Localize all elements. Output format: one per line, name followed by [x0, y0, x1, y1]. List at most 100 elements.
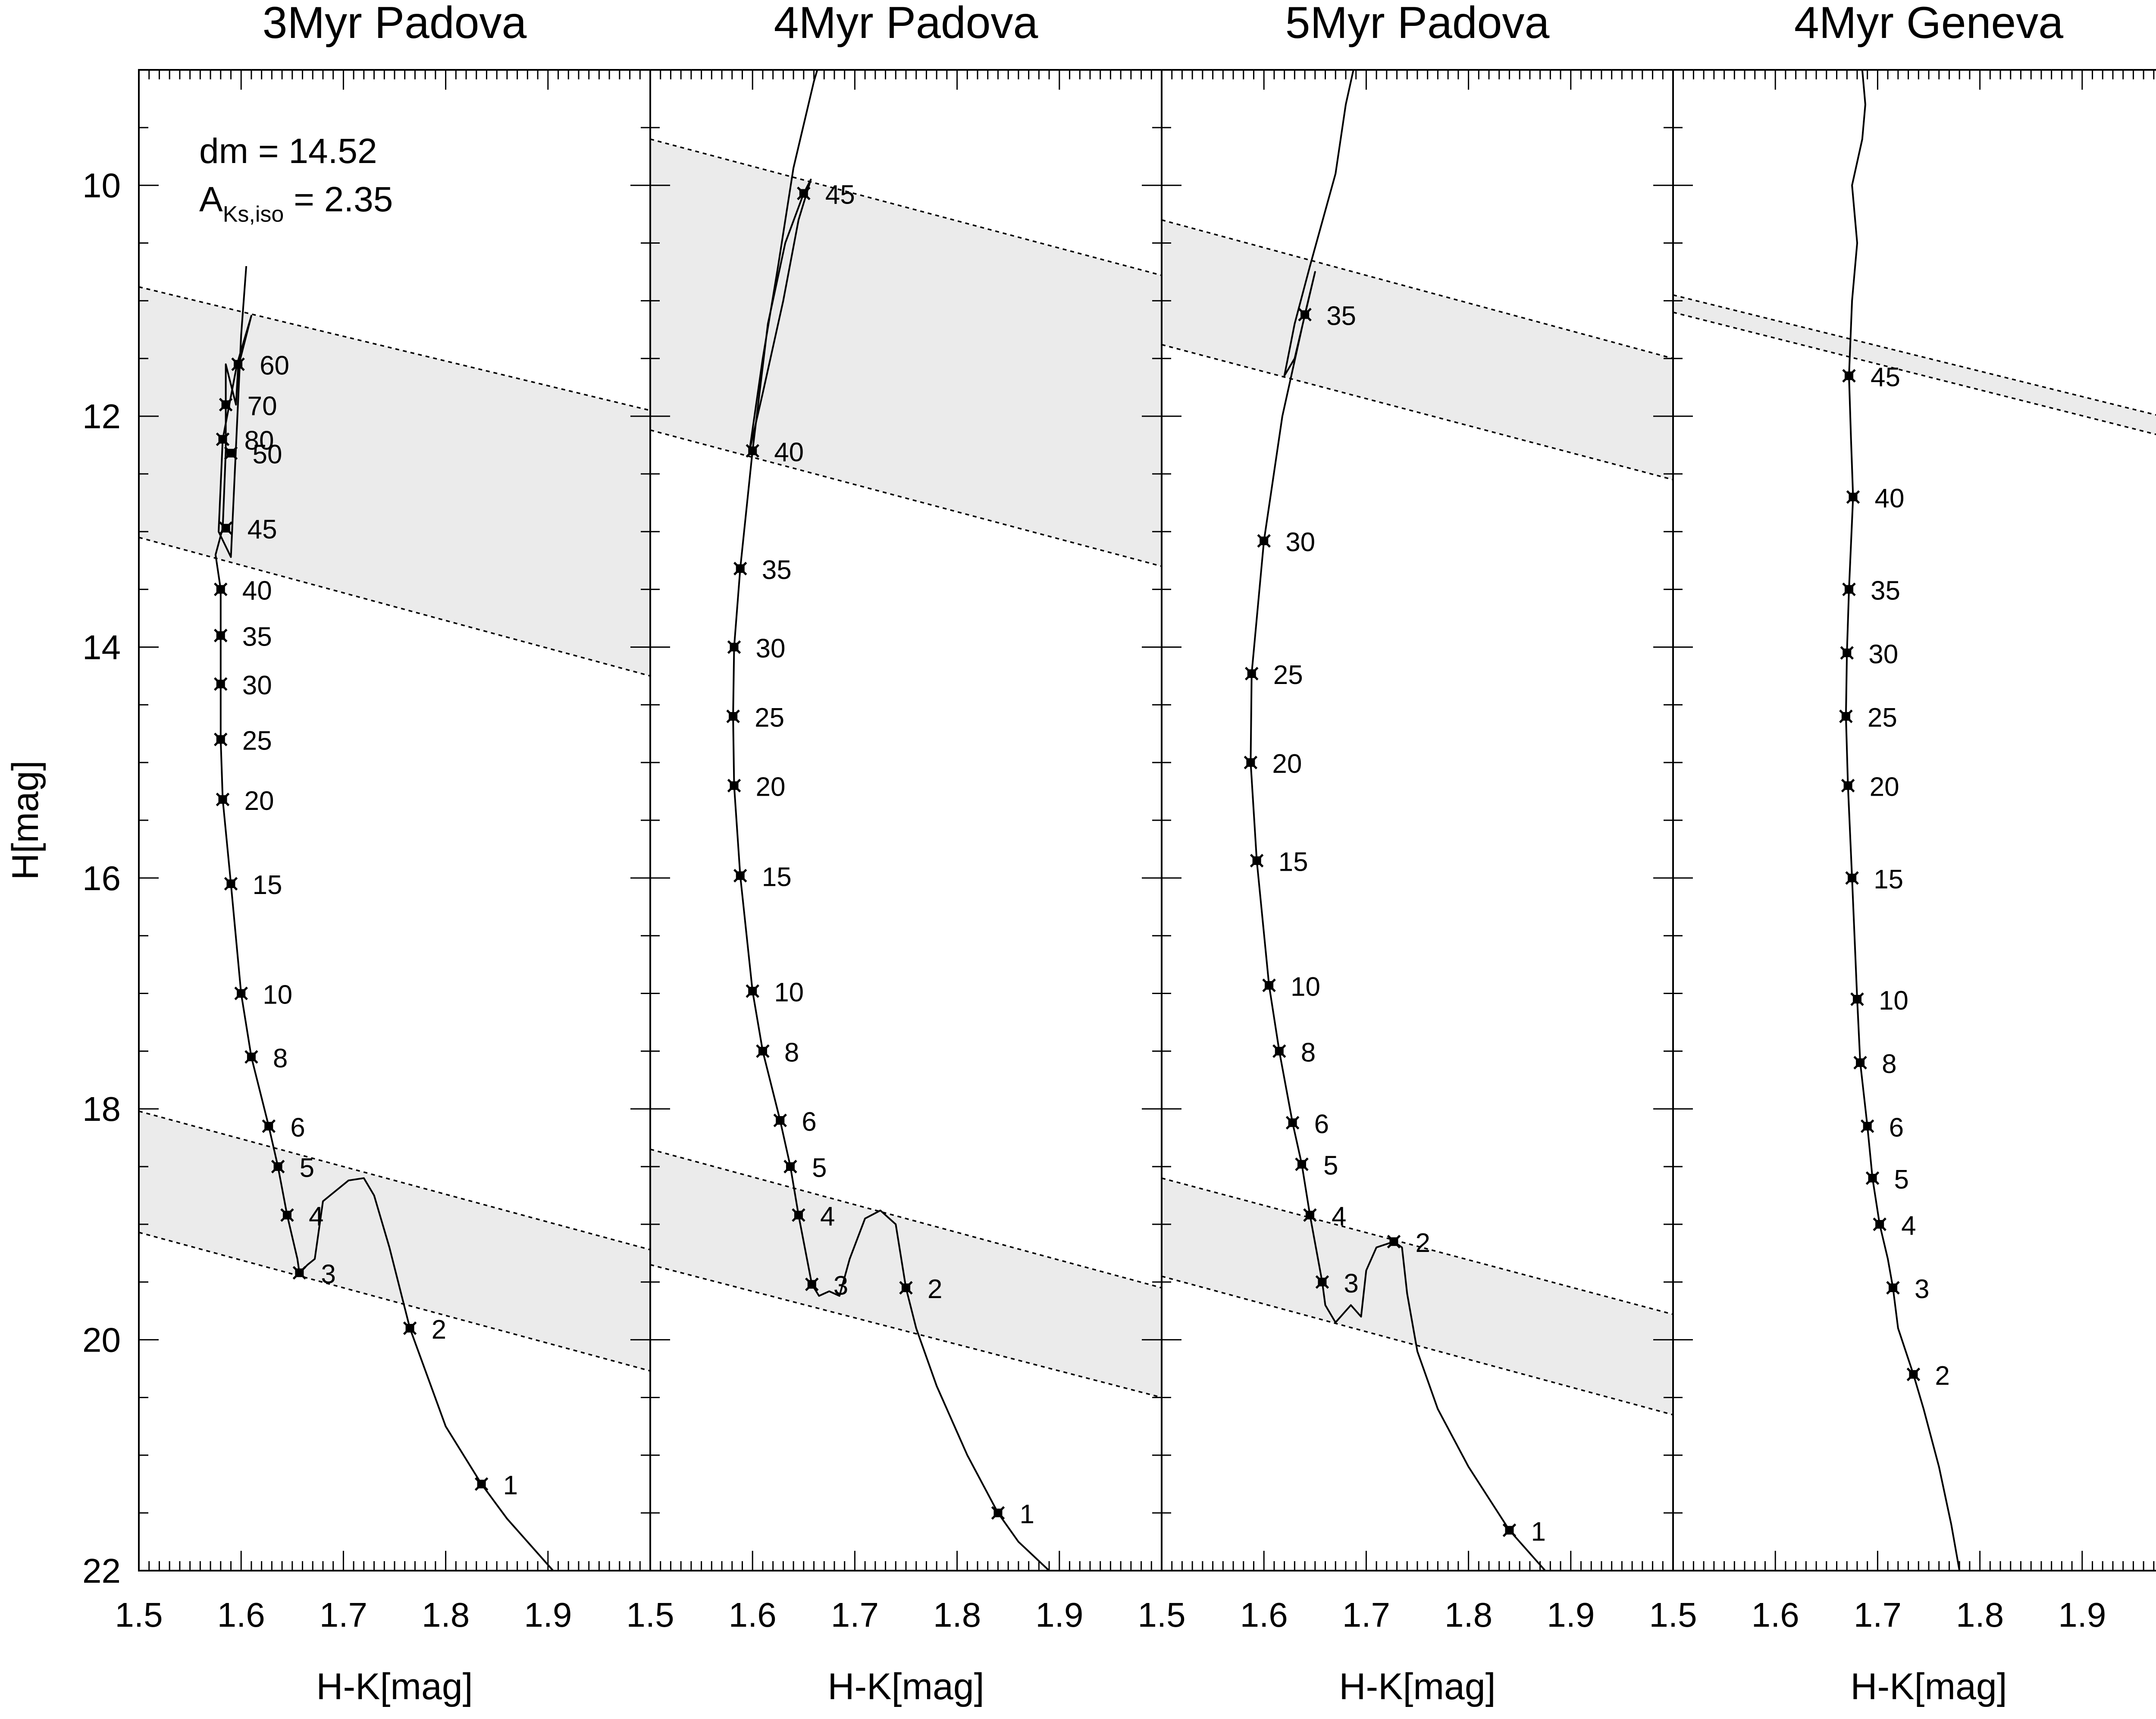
- x-tick-label: 1.6: [1240, 1596, 1288, 1634]
- mass-label: 2: [432, 1315, 446, 1345]
- y-tick-label: 18: [82, 1090, 121, 1128]
- mass-marker-cross: [219, 398, 233, 412]
- mass-label: 45: [248, 515, 277, 545]
- mass-marker-cross: [1873, 1217, 1887, 1231]
- mass-marker-cross: [726, 709, 740, 723]
- mass-marker-cross: [1257, 534, 1271, 548]
- isochrone-line: [1845, 70, 1961, 1571]
- band-boundary-line: [139, 536, 650, 677]
- mass-marker-cross: [1262, 979, 1276, 992]
- x-axis-label: H-K[mag]: [1339, 1666, 1495, 1707]
- mass-marker-cross: [271, 1160, 285, 1173]
- x-axis-label: H-K[mag]: [316, 1666, 473, 1707]
- panel-title: 5Myr Padova: [1285, 0, 1550, 48]
- mass-marker-cross: [216, 793, 230, 806]
- mass-marker-cross: [1387, 1235, 1401, 1248]
- y-tick-label: 20: [82, 1321, 121, 1359]
- mass-marker-cross: [773, 1114, 787, 1127]
- mass-label: 45: [1871, 362, 1900, 392]
- x-tick-label: 1.6: [1752, 1596, 1799, 1634]
- mass-marker-cross: [1244, 756, 1258, 769]
- mass-label: 6: [290, 1113, 305, 1142]
- mass-label: 10: [263, 980, 292, 1010]
- x-tick-label: 1.6: [729, 1596, 777, 1634]
- mass-marker-cross: [280, 1208, 294, 1222]
- mass-marker-cross: [231, 357, 245, 371]
- x-tick-label: 1.7: [1342, 1596, 1390, 1634]
- extinction-annotation: AKs,iso = 2.35: [199, 180, 393, 227]
- mass-marker-cross: [733, 869, 747, 883]
- mass-label: 1: [503, 1471, 518, 1500]
- x-tick-label: 1.8: [933, 1596, 981, 1634]
- mass-marker-cross: [1860, 1119, 1874, 1133]
- band-boundary-line: [1162, 1177, 1673, 1315]
- mass-label: 25: [755, 703, 784, 733]
- mass-marker-cross: [224, 877, 238, 891]
- mass-label: 50: [252, 440, 282, 470]
- mass-marker-cross: [244, 1050, 258, 1064]
- mass-label: 3: [834, 1271, 848, 1301]
- panel-title: 4Myr Padova: [774, 0, 1038, 48]
- mass-label: 45: [825, 180, 855, 210]
- x-tick-label: 1.6: [217, 1596, 265, 1634]
- mass-marker-cross: [1886, 1281, 1900, 1295]
- mass-marker-cross: [1250, 853, 1264, 868]
- plot-area: [139, 266, 650, 1571]
- mass-marker-cross: [756, 1044, 770, 1058]
- mass-marker-cross: [213, 677, 228, 691]
- panel-3: 1 2 3 4 5 6 8 10 15 20 25 30 35 1.5 1.6 1.7 1.8 1.9 5Myr P…: [1138, 0, 1674, 1707]
- mass-marker-cross: [292, 1266, 307, 1280]
- mass-marker-cross: [1850, 992, 1864, 1006]
- x-tick-label: 1.8: [422, 1596, 470, 1634]
- mass-label: 5: [1323, 1151, 1338, 1181]
- mass-label: 15: [1874, 865, 1903, 894]
- mass-marker-cross: [1295, 1157, 1309, 1171]
- mass-marker-cross: [746, 984, 759, 998]
- band-boundary-line: [650, 138, 1162, 276]
- mass-marker-cross: [1285, 1116, 1300, 1130]
- isochrone-line: [214, 266, 554, 1571]
- plot-area: [650, 70, 1162, 1571]
- x-tick-label: 1.7: [320, 1596, 367, 1634]
- mass-marker-cross: [727, 640, 741, 654]
- mass-marker-cross: [1865, 1171, 1880, 1185]
- mass-marker-cross: [746, 444, 759, 458]
- mass-label: 4: [1901, 1211, 1916, 1241]
- band-boundary-line: [1162, 219, 1673, 359]
- mass-label: 5: [300, 1153, 314, 1183]
- mass-marker-cross: [792, 1208, 805, 1222]
- mass-label: 20: [244, 786, 274, 816]
- mass-label: 1: [1531, 1517, 1545, 1546]
- x-tick-label: 1.7: [1854, 1596, 1902, 1634]
- mass-label: 30: [756, 634, 786, 663]
- mass-label: 35: [242, 622, 272, 652]
- mass-label: 30: [242, 671, 272, 700]
- mass-marker-cross: [262, 1119, 276, 1133]
- mass-marker-cross: [219, 521, 233, 535]
- panel-frame: [1672, 69, 2156, 1572]
- y-axis-label: H[mag]: [5, 760, 46, 880]
- mass-label: 10: [774, 978, 804, 1007]
- isochrone-line: [1250, 70, 1546, 1571]
- band-boundary-line: [139, 286, 650, 411]
- x-tick-label: 1.9: [2058, 1596, 2106, 1634]
- mass-label: 20: [1870, 772, 1899, 802]
- mass-marker-cross: [234, 986, 248, 1001]
- mass-label: 15: [1279, 847, 1308, 877]
- mass-label: 2: [1415, 1228, 1430, 1258]
- mass-label: 40: [774, 437, 804, 467]
- mass-marker-cross: [727, 778, 741, 793]
- x-tick-label: 1.5: [1649, 1596, 1697, 1634]
- x-tick-label: 1.5: [1138, 1596, 1185, 1634]
- mass-marker-cross: [1842, 369, 1856, 383]
- x-tick-label: 1.7: [831, 1596, 879, 1634]
- mass-marker-cross: [216, 432, 230, 446]
- mass-label: 6: [1889, 1113, 1904, 1142]
- mass-label: 3: [1915, 1274, 1929, 1304]
- mass-label: 4: [309, 1202, 323, 1232]
- mass-label: 30: [1868, 640, 1898, 669]
- mass-label: 25: [1273, 660, 1303, 690]
- mass-label: 4: [820, 1202, 835, 1232]
